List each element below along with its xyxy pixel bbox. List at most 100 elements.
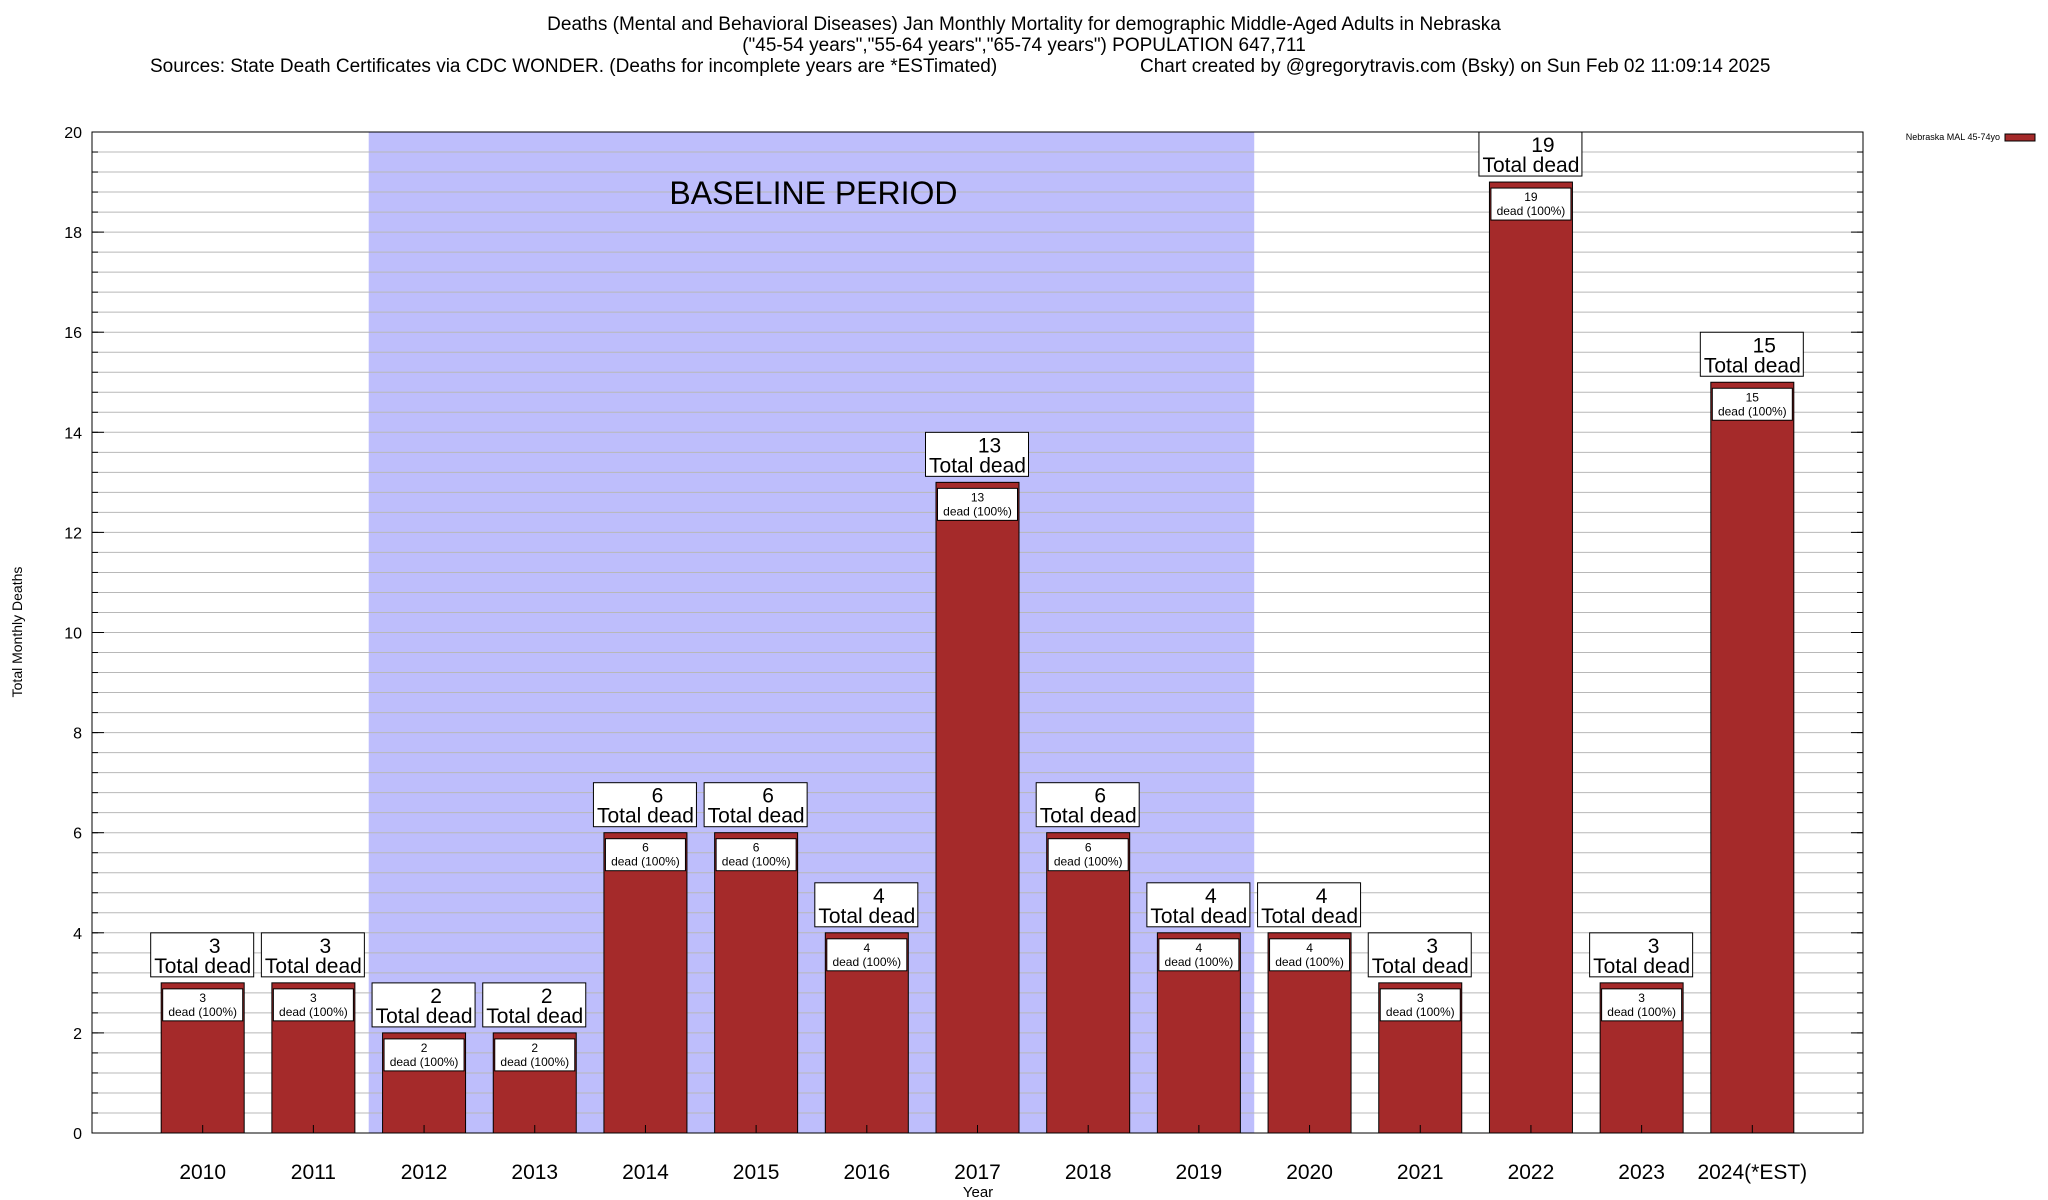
bar-total-value: 4 — [873, 885, 885, 908]
bar-inner-label-box — [1711, 387, 1793, 421]
bar-total-label: Total dead — [1040, 805, 1137, 828]
bar-inner-label-box — [1379, 988, 1461, 1022]
bar-total-value: 2 — [430, 985, 442, 1008]
y-tick-label: 14 — [64, 425, 82, 442]
bar-total-label: Total dead — [154, 955, 251, 978]
bar-total-label: Total dead — [818, 905, 915, 928]
bar-inner-label: dead (100%) — [1497, 204, 1566, 218]
y-tick-label: 8 — [73, 726, 82, 743]
y-tick-label: 2 — [73, 1026, 82, 1043]
bar-inner-value: 3 — [1417, 991, 1424, 1005]
bar-total-value: 3 — [1648, 935, 1660, 958]
y-tick-label: 16 — [64, 325, 82, 342]
bar-inner-label: dead (100%) — [1275, 955, 1344, 969]
bar-inner-label-box — [1269, 938, 1351, 972]
y-tick-label: 6 — [73, 826, 82, 843]
bar-total-label: Total dead — [1150, 905, 1247, 928]
x-axis-ticks: 2010 2011 2012 2013 2014 2015 2016 2017 2018 2019… — [179, 1125, 1807, 1184]
bar-total-value: 2 — [541, 985, 553, 1008]
bar-inner-label: dead (100%) — [390, 1055, 459, 1069]
legend: Nebraska MAL 45-74yo — [1906, 132, 2036, 142]
y-tick-label: 0 — [73, 1126, 82, 1143]
legend-label: Nebraska MAL 45-74yo — [1906, 132, 2000, 142]
bar-inner-label-box — [494, 1038, 576, 1072]
bar-total-label: Total dead — [929, 454, 1026, 477]
bar-inner-value: 4 — [1196, 941, 1203, 955]
bar-inner-label-box — [604, 838, 686, 872]
y-axis-ticks: 0 2 4 6 8 10 12 14 16 18 20 — [64, 125, 1863, 1143]
y-tick-label: 10 — [64, 626, 82, 643]
x-tick-label: 2017 — [954, 1161, 1001, 1184]
bar-total-label-box — [1146, 882, 1251, 928]
y-tick-label: 18 — [64, 225, 82, 242]
bar-total-label-box — [482, 982, 587, 1028]
baseline-period-label: BASELINE PERIOD — [669, 175, 957, 211]
x-tick-label: 2024(*EST) — [1697, 1161, 1807, 1184]
bar-total-label: Total dead — [1704, 354, 1801, 377]
bar-total-label-box — [1478, 131, 1583, 177]
bar-total-label-box — [1367, 932, 1472, 978]
bar-inner-value: 3 — [199, 991, 206, 1005]
y-axis-label: Total Monthly Deaths — [9, 567, 25, 698]
bar-inner-value: 15 — [1746, 390, 1760, 404]
bar-total-label-box — [1589, 932, 1694, 978]
bar-inner-label-box — [826, 938, 908, 972]
bar-inner-value: 3 — [1638, 991, 1645, 1005]
bar-total-value: 3 — [209, 935, 221, 958]
bar-total-label: Total dead — [1261, 905, 1358, 928]
bar-total-value: 6 — [652, 785, 664, 808]
bar-total-label: Total dead — [1593, 955, 1690, 978]
x-tick-label: 2020 — [1286, 1161, 1333, 1184]
y-tick-label: 12 — [64, 525, 82, 542]
bar-total-value: 15 — [1753, 334, 1776, 357]
bar — [603, 832, 688, 1134]
bar-total-label: Total dead — [708, 805, 805, 828]
bar-total-label-box — [703, 782, 808, 828]
bar-inner-label: dead (100%) — [1718, 404, 1787, 418]
bar-inner-label: dead (100%) — [168, 1005, 237, 1019]
bar-inner-label-box — [1601, 988, 1683, 1022]
bar-inner-label-box — [272, 988, 354, 1022]
bar-inner-label: dead (100%) — [943, 504, 1012, 518]
bar-inner-value: 2 — [531, 1041, 538, 1055]
x-tick-label: 2015 — [733, 1161, 780, 1184]
y-tick-label: 4 — [73, 926, 82, 943]
chart-title-line-1: Deaths (Mental and Behavioral Diseases) … — [547, 14, 1501, 35]
bar — [1710, 381, 1795, 1134]
bar-inner-label: dead (100%) — [500, 1055, 569, 1069]
bar-total-value: 3 — [1426, 935, 1438, 958]
bar-total-label: Total dead — [376, 1005, 473, 1028]
bar-total-label-box — [1257, 882, 1362, 928]
bar-total-label: Total dead — [597, 805, 694, 828]
bar-total-value: 13 — [978, 434, 1001, 457]
bar-total-label: Total dead — [1372, 955, 1469, 978]
bar — [935, 481, 1020, 1134]
x-tick-label: 2012 — [401, 1161, 448, 1184]
bar-inner-label-box — [383, 1038, 465, 1072]
bar-total-value: 6 — [762, 785, 774, 808]
chart-sources: Sources: State Death Certificates via CD… — [150, 56, 998, 77]
bar-inner-label: dead (100%) — [279, 1005, 348, 1019]
bar-inner-label-box — [1158, 938, 1240, 972]
bar-inner-value: 3 — [310, 991, 317, 1005]
bar-total-label-box — [925, 431, 1029, 477]
x-tick-label: 2010 — [179, 1161, 226, 1184]
bar-total-label-box — [814, 882, 919, 928]
bar-total-value: 19 — [1531, 134, 1554, 157]
bar-inner-label: dead (100%) — [832, 955, 901, 969]
y-tick-label: 20 — [64, 125, 82, 142]
bar-total-label-box — [371, 982, 476, 1028]
bar-inner-label: dead (100%) — [1386, 1005, 1455, 1019]
bar-inner-label-box — [937, 487, 1018, 521]
bar — [1488, 181, 1573, 1134]
x-tick-label: 2013 — [511, 1161, 558, 1184]
bar-inner-label-box — [1490, 187, 1572, 221]
bar-total-label: Total dead — [265, 955, 362, 978]
x-tick-label: 2022 — [1508, 1161, 1555, 1184]
chart-title-line-2: ("45-54 years","55-64 years","65-74 year… — [742, 35, 1306, 56]
x-tick-label: 2019 — [1176, 1161, 1223, 1184]
bar-total-label: Total dead — [486, 1005, 583, 1028]
bar-total-value: 4 — [1316, 885, 1328, 908]
bar-inner-value: 6 — [753, 841, 760, 855]
